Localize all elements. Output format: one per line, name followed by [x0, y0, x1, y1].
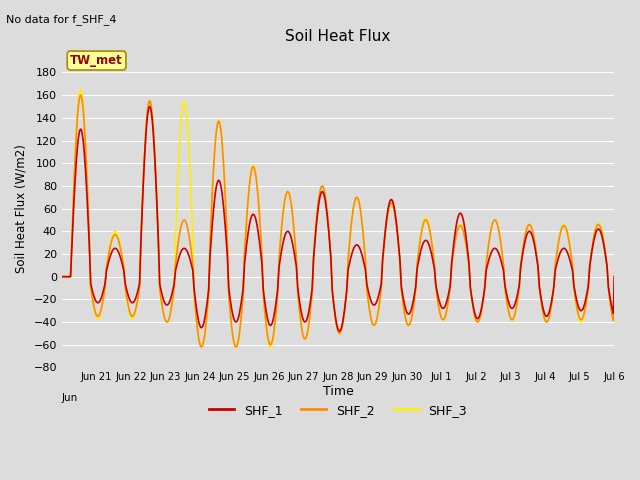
Text: No data for f_SHF_4: No data for f_SHF_4: [6, 14, 117, 25]
Y-axis label: Soil Heat Flux (W/m2): Soil Heat Flux (W/m2): [15, 144, 28, 273]
Title: Soil Heat Flux: Soil Heat Flux: [285, 29, 391, 44]
Legend: SHF_1, SHF_2, SHF_3: SHF_1, SHF_2, SHF_3: [204, 398, 472, 421]
Text: TW_met: TW_met: [70, 54, 123, 67]
Text: Jun: Jun: [62, 393, 78, 403]
X-axis label: Time: Time: [323, 385, 353, 398]
